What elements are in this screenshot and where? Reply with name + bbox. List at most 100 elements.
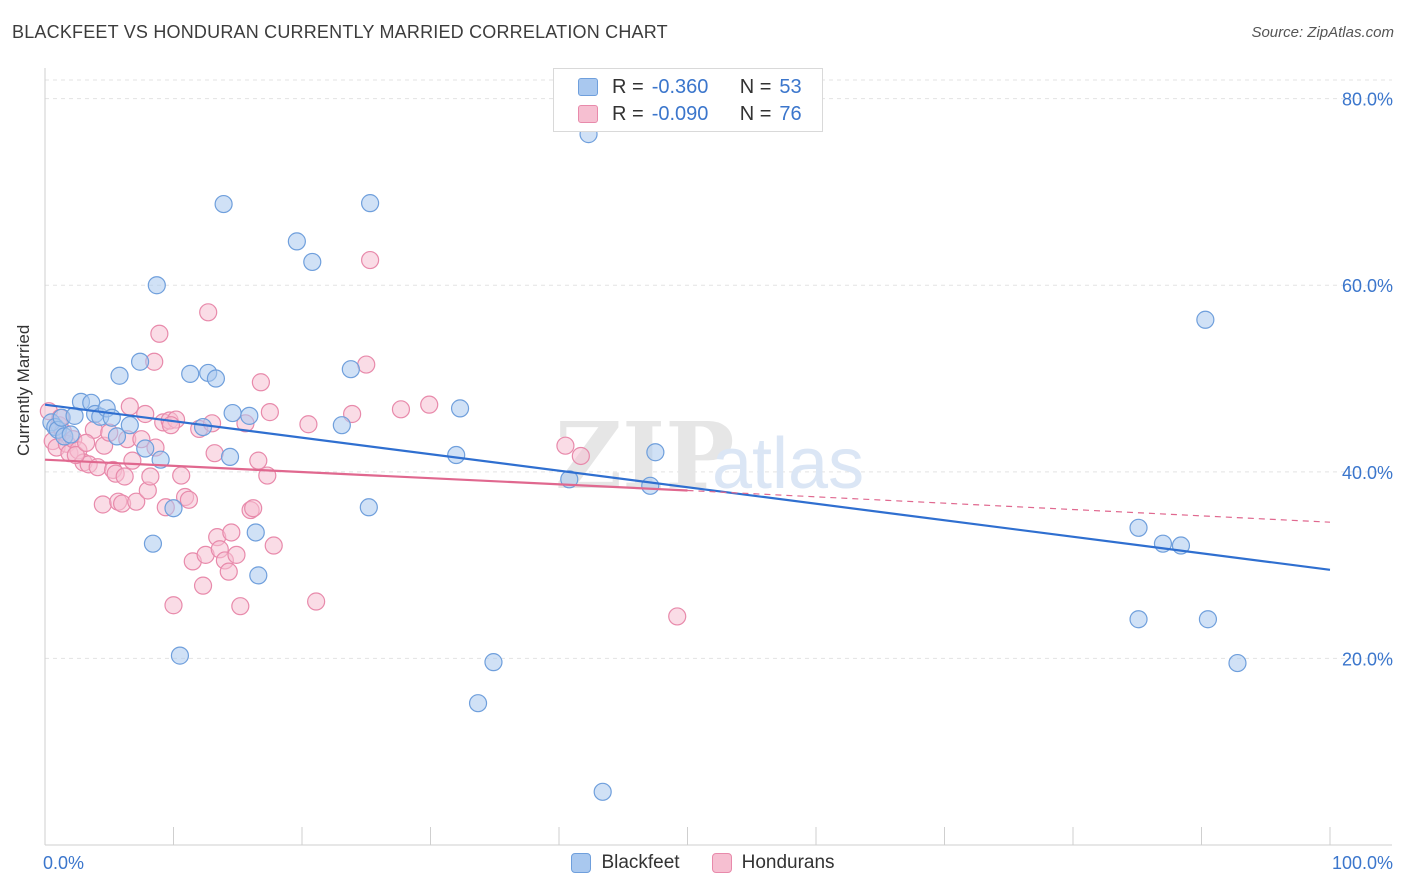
watermark: ZIP atlas [555, 402, 864, 510]
y-axis-label: Currently Married [14, 324, 33, 456]
legend-row-blackfeet: R = -0.360 N = 53 [578, 75, 802, 99]
legend-label-blackfeet: Blackfeet [601, 852, 680, 873]
blackfeet-point [206, 369, 226, 388]
hondurans-point [231, 597, 250, 616]
blackfeet-point [130, 352, 150, 371]
blackfeet-point [593, 782, 612, 801]
hondurans-point [307, 592, 326, 611]
watermark-atlas: atlas [712, 424, 864, 504]
tick-labels: 20.0% 40.0% 60.0% 80.0% 0.0% 100.0% [43, 90, 1393, 873]
n-value: 76 [779, 102, 802, 125]
hondurans-point [205, 444, 224, 463]
blackfeet-point [120, 416, 139, 435]
series-legend: Blackfeet Hondurans [0, 852, 1406, 874]
legend-item-hondurans[interactable]: Hondurans [711, 852, 835, 874]
blackfeet-point [447, 445, 466, 465]
blackfeet-point [170, 646, 190, 665]
x-tick-label: 100.0% [1332, 853, 1393, 873]
hondurans-point [251, 373, 270, 392]
hondurans-point [179, 490, 199, 509]
axes [44, 68, 1392, 846]
y-tick-label: 80.0% [1342, 90, 1393, 110]
hondurans-point [299, 415, 318, 434]
blackfeet-point [181, 364, 200, 383]
hondurans-point [556, 436, 575, 455]
blackfeet-point [220, 447, 240, 467]
hondurans-trend-extension [687, 489, 1331, 523]
blackfeet-point [484, 653, 503, 672]
blackfeet-point [1198, 610, 1218, 629]
hondurans-point [66, 445, 85, 465]
blackfeet-point [646, 443, 665, 462]
hondurans-point [172, 466, 191, 485]
hondurans-point [193, 576, 213, 595]
hondurans-trend-line [44, 458, 688, 492]
hondurans-point [244, 499, 263, 518]
hondurans-point [199, 303, 218, 322]
blackfeet-point [240, 406, 259, 425]
blackfeet-point [450, 399, 470, 418]
r-label: R = [612, 75, 644, 98]
hondurans-point [150, 324, 169, 343]
hondurans-point [249, 451, 268, 470]
y-tick-label: 60.0% [1342, 276, 1393, 296]
grid-lines [45, 79, 1392, 659]
blackfeet-point [214, 194, 233, 214]
blackfeet-point [110, 366, 129, 385]
n-label: N = [739, 102, 772, 125]
hondurans-point [141, 467, 160, 486]
blackfeet-point [287, 232, 306, 251]
chart-title: BLACKFEET VS HONDURAN CURRENTLY MARRIED … [12, 22, 668, 42]
hondurans-point [420, 395, 439, 414]
hondurans-point [264, 536, 283, 555]
hondurans-point [164, 596, 183, 615]
y-tick-label: 20.0% [1342, 649, 1393, 669]
x-tick-label: 0.0% [43, 853, 84, 873]
n-value: 53 [779, 75, 802, 98]
blackfeet-point [193, 417, 213, 437]
blackfeet-point [341, 360, 360, 379]
blackfeet-point [1129, 610, 1148, 629]
blackfeet-point [143, 534, 163, 553]
r-value: -0.360 [651, 75, 709, 98]
blackfeet-point [107, 427, 127, 446]
blackfeet-point [249, 566, 268, 585]
blackfeet-point [1196, 310, 1215, 329]
hondurans-point [227, 545, 246, 564]
hondurans-point [343, 404, 362, 424]
blackfeet-point [147, 276, 166, 295]
hondurans-legend-swatch [711, 853, 732, 873]
hondurans-point [115, 467, 134, 486]
hondurans-point [120, 397, 139, 416]
y-tick-label: 40.0% [1342, 463, 1393, 483]
blackfeet-point [246, 523, 265, 542]
hondurans-swatch [578, 105, 598, 123]
blackfeet-swatch [578, 78, 598, 96]
blackfeet-point [223, 403, 242, 423]
hondurans-point [77, 433, 96, 453]
hondurans-point [127, 492, 146, 511]
legend-row-hondurans: R = -0.090 N = 76 [578, 102, 802, 126]
r-value: -0.090 [651, 102, 709, 125]
blackfeet-point [361, 194, 380, 213]
hondurans-point [357, 355, 376, 374]
legend-label-hondurans: Hondurans [741, 852, 835, 873]
blackfeet-point [136, 439, 155, 458]
r-label: R = [612, 102, 644, 125]
legend-item-blackfeet[interactable]: Blackfeet [571, 852, 680, 874]
stats-legend: R = -0.360 N = 53 R = -0.090 N = 76 [553, 68, 823, 132]
blackfeet-point [468, 694, 488, 713]
blackfeet-point [1228, 653, 1247, 673]
blackfeet-point [61, 425, 80, 444]
hondurans-point [219, 562, 238, 581]
hondurans-point [222, 523, 241, 542]
blackfeet-point [164, 499, 183, 518]
trend-lines [44, 403, 1331, 571]
blackfeet-point [332, 416, 351, 435]
blackfeet-point [1129, 518, 1148, 537]
hondurans-point [123, 451, 142, 470]
n-label: N = [739, 75, 772, 98]
hondurans-point [668, 607, 687, 626]
blackfeet-point [359, 498, 378, 517]
